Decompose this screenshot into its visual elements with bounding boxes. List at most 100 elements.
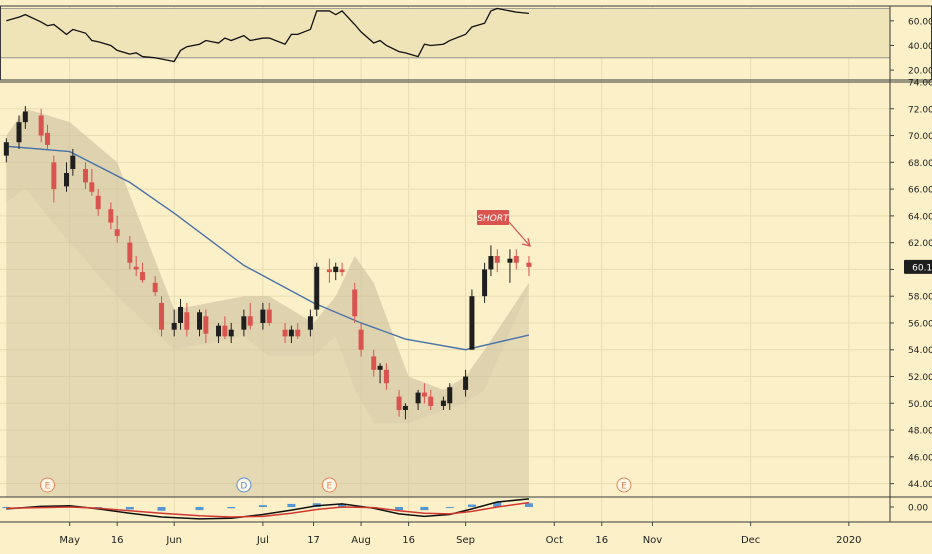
candle <box>513 249 519 270</box>
candle <box>371 349 377 377</box>
candle-body <box>38 115 44 136</box>
candle-body <box>415 392 421 404</box>
moving-average-line <box>6 145 530 351</box>
x-tick-label: 16 <box>111 535 124 546</box>
macd-panel <box>2 498 533 520</box>
earnings-marker-circle[interactable] <box>40 477 56 493</box>
candle <box>3 138 9 163</box>
candle <box>140 262 146 283</box>
candle-body <box>314 266 320 310</box>
candle-body <box>358 329 364 350</box>
price-y-tick-label: 48.00 <box>908 427 932 437</box>
candle-body <box>482 269 488 297</box>
candle-body <box>3 142 9 156</box>
price-y-tick-label: 74.00 <box>908 79 932 89</box>
candle <box>288 325 294 344</box>
candle-body <box>95 195 101 210</box>
candle <box>38 108 44 143</box>
candle <box>507 249 513 283</box>
candle-body <box>108 209 114 223</box>
candle <box>295 322 301 340</box>
candle <box>70 148 76 176</box>
rsi-y-tick-label: 40.00 <box>908 42 932 52</box>
earnings-marker-label: E <box>621 482 627 492</box>
candle <box>314 262 320 317</box>
x-tick-label: Aug <box>351 535 371 546</box>
candle <box>260 302 266 330</box>
price-badge-label: 60.19 <box>912 263 932 273</box>
candle <box>89 169 95 196</box>
candle-body <box>333 266 339 273</box>
candle-body <box>70 155 76 170</box>
price-y-tick-label: 66.00 <box>908 186 932 196</box>
macd-y-tick-label: 0.00 <box>908 504 928 514</box>
candle-body <box>463 376 469 390</box>
price-y-tick-label: 50.00 <box>908 400 932 410</box>
candle-body <box>513 256 519 263</box>
candle <box>216 322 222 344</box>
earnings-marker-circle[interactable] <box>321 477 337 493</box>
candle <box>358 322 364 357</box>
price-y-tick-label: 56.00 <box>908 319 932 329</box>
price-channel-layer <box>6 108 529 497</box>
annotation-layer: SHORT <box>477 210 531 247</box>
candle-body <box>326 269 332 273</box>
price-y-tick-label: 72.00 <box>908 105 932 115</box>
candle-body <box>494 256 500 263</box>
earnings-marker[interactable]: E <box>616 477 632 493</box>
macd-histogram-bar <box>420 507 429 511</box>
candle-body <box>402 405 408 410</box>
price-y-tick-label: 64.00 <box>908 212 932 222</box>
candle-body <box>45 132 51 145</box>
candle-body <box>421 392 427 397</box>
rsi-panel <box>0 7 890 63</box>
candle <box>494 249 500 273</box>
candle-body <box>295 329 301 337</box>
x-tick-label: Dec <box>741 535 760 546</box>
candle <box>428 389 434 410</box>
candle-body <box>22 111 28 123</box>
candle <box>22 106 28 129</box>
earnings-marker-circle[interactable] <box>616 477 632 493</box>
moving-average-layer <box>6 145 530 351</box>
candle <box>178 298 184 330</box>
short-label-text: SHORT <box>477 214 510 224</box>
x-tick-label: May <box>59 535 80 546</box>
candle <box>133 256 139 277</box>
candle <box>415 389 421 410</box>
candle <box>421 383 427 404</box>
candle <box>326 258 332 283</box>
price-channel <box>6 108 529 424</box>
dividend-marker-circle[interactable] <box>236 477 252 493</box>
candles-layer <box>3 106 532 420</box>
dividend-marker[interactable]: D <box>236 477 252 493</box>
candle <box>339 262 345 277</box>
candle <box>83 162 89 190</box>
candle <box>197 309 203 337</box>
price-y-tick-label: 52.00 <box>908 373 932 383</box>
price-y-tick-label: 62.00 <box>908 239 932 249</box>
x-tick-label: Jun <box>165 535 182 546</box>
candle-body <box>377 365 383 370</box>
candle <box>203 309 209 344</box>
candle-body <box>282 329 288 337</box>
short-label-box <box>477 210 509 225</box>
candle <box>222 316 228 340</box>
earnings-marker-label: E <box>327 482 333 492</box>
axes-layer: 60.00 40.00 20.00 74.00 72.00 70.00 68.00 66.00… <box>59 17 932 546</box>
short-arrow-head <box>521 237 531 247</box>
candle-body <box>171 322 177 330</box>
candle-body <box>140 272 146 281</box>
earnings-marker[interactable]: E <box>40 477 56 493</box>
candle <box>95 189 101 216</box>
candle-body <box>114 229 120 236</box>
rsi-y-tick-label: 20.00 <box>908 67 932 77</box>
candle-body <box>383 369 389 384</box>
candle <box>127 235 133 270</box>
candle-body <box>83 169 89 183</box>
candle-body <box>133 266 139 270</box>
candle-body <box>228 329 234 337</box>
x-tick-label: 17 <box>307 535 320 546</box>
earnings-marker[interactable]: E <box>321 477 337 493</box>
